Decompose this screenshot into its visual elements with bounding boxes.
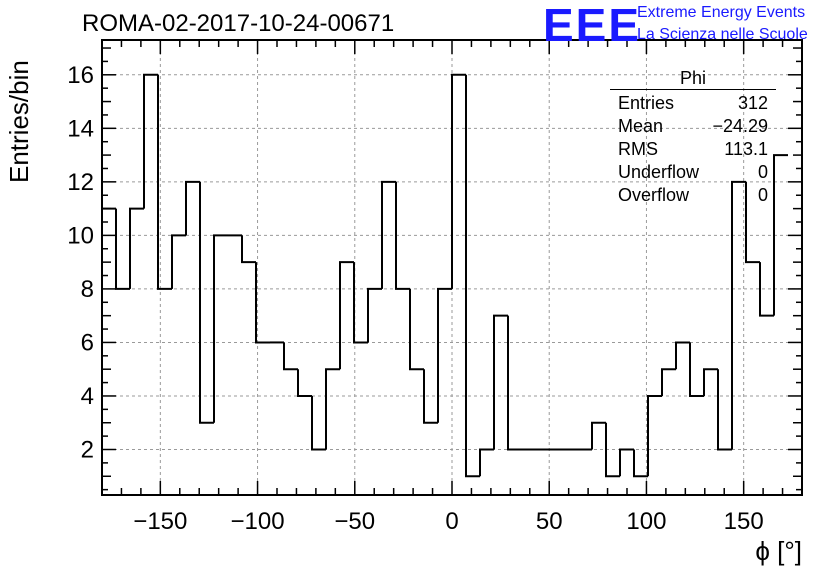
y-tick-label: 14 (67, 115, 94, 142)
x-tick-label: 0 (445, 508, 458, 535)
histogram-bin (283, 342, 298, 371)
histogram-bin (773, 154, 788, 316)
stat-row: Overflow 0 (610, 184, 776, 207)
y-axis-label: Entries/bin (4, 60, 34, 183)
histogram-bin (311, 395, 326, 451)
histogram-bin (171, 234, 186, 289)
stat-row: Underflow 0 (610, 161, 776, 184)
histogram-bin (661, 368, 676, 396)
stat-value: 0 (757, 162, 768, 182)
histogram-bin (717, 369, 732, 451)
eee-logo: EEE (543, 0, 642, 51)
y-axis-ticks: 2 4 6 8 10 12 14 16 (67, 47, 802, 491)
histogram-bin (507, 315, 522, 451)
histogram-bin (745, 181, 760, 264)
histogram-bin (647, 394, 662, 477)
histogram-bin (591, 421, 606, 450)
histogram-bin (115, 208, 130, 290)
histogram-bin (367, 287, 382, 343)
histogram-bin (199, 181, 214, 424)
histogram-bin (409, 288, 424, 371)
histogram-bin (297, 369, 312, 397)
histogram-bin (633, 449, 648, 478)
histogram-bin (731, 180, 746, 450)
y-tick-label: 12 (67, 169, 94, 196)
y-tick-label: 16 (67, 62, 94, 89)
stat-label: Overflow (618, 185, 690, 205)
histogram-bin (143, 73, 158, 209)
stat-value: −24.29 (712, 116, 768, 136)
histogram-bin (619, 448, 634, 477)
histogram-bin (157, 74, 172, 290)
y-tick-label: 2 (81, 437, 94, 464)
stat-value: 113.1 (724, 139, 768, 159)
stat-label: Entries (618, 93, 675, 113)
histogram-bin (605, 422, 620, 478)
histogram-bin (339, 261, 354, 370)
y-tick-label: 8 (81, 276, 94, 303)
stat-row: Entries 312 (610, 92, 776, 115)
stats-title: Phi (610, 68, 776, 90)
histogram-bin (129, 207, 144, 289)
y-tick-label: 4 (81, 383, 94, 410)
logo-line-1: Extreme Energy Events (637, 4, 806, 21)
chart-title: ROMA-02-2017-10-24-00671 (82, 10, 395, 37)
logo-line-2: La Scienza nelle Scuole (637, 26, 808, 43)
x-tick-label: 100 (626, 508, 666, 535)
histogram-bin (465, 74, 480, 478)
histogram-bin (185, 180, 200, 236)
histogram-bin (353, 262, 368, 344)
stats-box: Phi Entries 312 Mean −24.29 RMS 113.1 Un… (610, 68, 776, 207)
x-tick-label: −100 (231, 508, 285, 535)
histogram-bin (451, 73, 466, 289)
histogram-bin (479, 448, 494, 477)
histogram-bin (689, 342, 704, 397)
stat-row: Mean −24.29 (610, 115, 776, 138)
histogram-bin (493, 314, 508, 450)
histogram-steps (102, 73, 788, 478)
stat-label: Mean (618, 116, 664, 136)
stat-value: 312 (737, 93, 768, 113)
x-axis-ticks: −150 −100 −50 0 50 100 150 (101, 40, 803, 535)
histogram-bin (703, 368, 718, 396)
histogram-bin (255, 262, 270, 344)
x-tick-label: 150 (724, 508, 764, 535)
y-tick-label: 10 (67, 222, 94, 249)
x-tick-label: −150 (133, 508, 187, 535)
histogram-bin (675, 341, 690, 370)
x-tick-label: −50 (334, 508, 375, 535)
stat-label: RMS (618, 139, 658, 159)
histogram-bin (325, 368, 340, 450)
histogram-bin (423, 369, 438, 424)
histogram-bin (241, 235, 256, 264)
histogram-bin (213, 234, 228, 423)
stat-value: 0 (757, 185, 768, 205)
histogram-bin (437, 287, 452, 423)
x-tick-label: 50 (536, 508, 563, 535)
x-axis-label: ϕ [°] (755, 536, 802, 566)
histogram-bin (759, 262, 774, 317)
histogram-bin (395, 181, 410, 290)
y-tick-label: 6 (81, 329, 94, 356)
stat-row: RMS 113.1 (610, 138, 776, 161)
histogram-bin (381, 180, 396, 289)
stat-label: Underflow (618, 162, 700, 182)
